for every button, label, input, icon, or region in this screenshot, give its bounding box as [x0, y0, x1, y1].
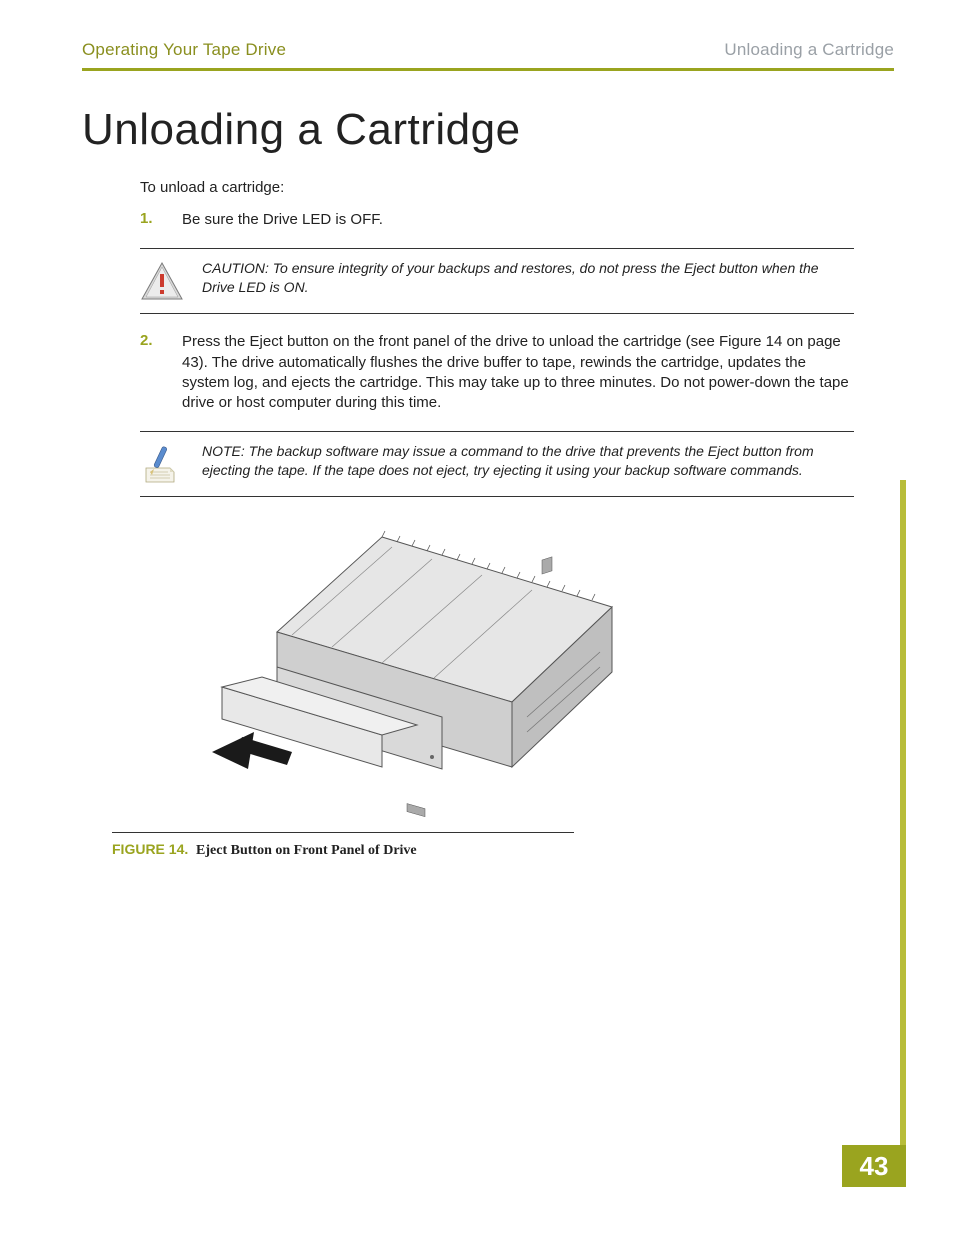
page-title: Unloading a Cartridge: [82, 105, 894, 155]
note-icon: [140, 442, 184, 486]
figure-rule: [112, 832, 574, 833]
caution-icon: [140, 259, 184, 303]
page-header: Operating Your Tape Drive Unloading a Ca…: [82, 40, 894, 60]
page-number: 43: [842, 1145, 906, 1187]
intro-text: To unload a cartridge:: [140, 179, 894, 196]
document-page: Operating Your Tape Drive Unloading a Ca…: [0, 0, 954, 1235]
figure-caption: FIGURE 14. Eject Button on Front Panel o…: [112, 841, 894, 859]
step-1: 1. Be sure the Drive LED is OFF.: [140, 210, 854, 230]
step-2: 2. Press the Eject button on the front p…: [140, 332, 854, 413]
step-number: 1.: [140, 210, 182, 230]
drive-illustration: [182, 517, 652, 817]
step-number: 2.: [140, 332, 182, 413]
header-topic-title: Unloading a Cartridge: [724, 40, 894, 60]
step-text: Be sure the Drive LED is OFF.: [182, 210, 383, 230]
figure-label: FIGURE 14.: [112, 841, 188, 857]
header-rule: [82, 68, 894, 71]
figure: [182, 517, 894, 822]
note-text: NOTE: The backup software may issue a co…: [202, 442, 854, 480]
caution-callout: CAUTION: To ensure integrity of your bac…: [140, 248, 854, 314]
step-text: Press the Eject button on the front pane…: [182, 332, 854, 413]
note-callout: NOTE: The backup software may issue a co…: [140, 431, 854, 497]
side-accent-bar: [900, 480, 906, 1175]
header-section-title: Operating Your Tape Drive: [82, 40, 286, 60]
figure-caption-text: Eject Button on Front Panel of Drive: [196, 843, 417, 858]
caution-text: CAUTION: To ensure integrity of your bac…: [202, 259, 854, 297]
